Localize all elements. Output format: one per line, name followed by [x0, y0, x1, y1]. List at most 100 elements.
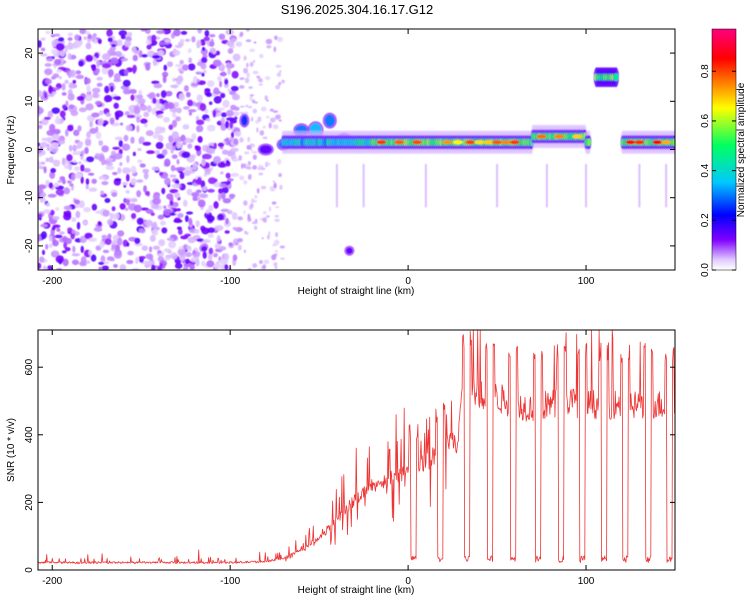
noise-cell — [77, 125, 82, 132]
noise-cell — [200, 62, 207, 70]
noise-cell — [53, 33, 61, 37]
noise-cell — [105, 157, 114, 162]
noise-cell — [113, 263, 118, 268]
x-tick-label: 100 — [578, 576, 595, 587]
noise-cell — [48, 235, 53, 242]
noise-cell — [221, 112, 227, 118]
noise-cell — [155, 103, 164, 110]
noise-cell — [143, 123, 148, 128]
noise-cell — [104, 95, 113, 103]
noise-cell — [65, 100, 69, 107]
colorbar-swatch — [712, 39, 736, 42]
noise-cell — [143, 171, 149, 180]
noise-cell — [74, 166, 80, 172]
noise-cell — [163, 64, 168, 71]
noise-cell — [274, 249, 278, 254]
noise-cell — [259, 172, 263, 176]
noise-cell — [58, 76, 63, 80]
noise-cell — [278, 119, 282, 122]
noise-cell — [53, 182, 60, 188]
noise-cell — [136, 94, 144, 100]
colorbar-swatch — [712, 133, 736, 137]
noise-cell — [111, 206, 116, 212]
noise-cell — [201, 227, 210, 235]
noise-cell — [196, 39, 202, 48]
noise-cell — [47, 193, 57, 198]
colorbar-swatch — [712, 247, 736, 251]
noise-cell — [220, 122, 227, 131]
noise-cell — [275, 206, 280, 209]
noise-cell — [176, 159, 180, 165]
noise-cell — [178, 93, 186, 101]
noise-cell — [220, 171, 224, 175]
colorbar-swatch — [712, 97, 736, 100]
noise-cell — [269, 108, 274, 112]
noise-cell — [199, 103, 207, 112]
colorbar-tick-label: 0.6 — [700, 114, 711, 128]
noise-cell — [175, 116, 180, 122]
colorbar-swatch — [712, 71, 736, 74]
noise-cell — [75, 74, 85, 80]
noise-cell — [123, 40, 132, 48]
noise-cell — [72, 159, 77, 163]
noise-cell — [182, 124, 190, 130]
noise-cell — [252, 263, 258, 268]
noise-cell — [185, 91, 191, 98]
noise-cell — [174, 192, 181, 199]
noise-cell — [226, 159, 230, 164]
noise-cell — [47, 145, 56, 149]
noise-cell — [258, 79, 264, 83]
noise-cell — [95, 131, 102, 140]
noise-cell — [138, 136, 145, 144]
colorbar-swatch — [712, 89, 736, 92]
noise-cell — [96, 68, 100, 74]
noise-cell — [151, 264, 156, 270]
noise-cell — [136, 179, 144, 183]
noise-cell — [40, 141, 48, 148]
colorbar-swatch — [712, 143, 736, 147]
band-core — [572, 134, 583, 139]
noise-cell — [85, 184, 89, 190]
noise-cell — [157, 214, 165, 220]
noise-cell — [142, 168, 150, 174]
noise-cell — [264, 75, 271, 81]
noise-cell — [93, 56, 97, 62]
noise-cell — [142, 141, 152, 146]
colorbar-swatch — [712, 235, 736, 239]
noise-cell — [213, 155, 222, 164]
noise-cell — [207, 253, 213, 261]
noise-cell — [122, 88, 132, 95]
noise-cell — [245, 39, 252, 43]
noise-cell — [140, 207, 150, 211]
noise-cell — [262, 217, 267, 223]
noise-cell — [44, 62, 52, 67]
noise-cell — [163, 208, 172, 216]
noise-cell — [67, 41, 73, 50]
noise-cell — [62, 258, 69, 267]
noise-cell — [133, 204, 142, 213]
noise-cell — [246, 62, 249, 68]
chart-title: S196.2025.304.16.17.G12 — [280, 2, 434, 17]
noise-cell — [45, 243, 49, 250]
noise-cell — [230, 85, 239, 92]
noise-cell — [42, 209, 51, 214]
noise-cell — [98, 140, 104, 146]
signal-blob — [324, 114, 335, 127]
noise-cell — [52, 159, 61, 167]
noise-cell — [168, 240, 177, 249]
noise-cell — [160, 90, 167, 98]
noise-cell — [208, 247, 214, 255]
noise-cell — [75, 70, 82, 75]
noise-cell — [67, 53, 72, 60]
colorbar-swatch — [712, 213, 736, 217]
noise-cell — [137, 159, 143, 164]
noise-cell — [220, 92, 226, 99]
noise-cell — [253, 225, 258, 230]
noise-cell — [231, 111, 240, 117]
noise-cell — [220, 117, 226, 125]
noise-cell — [230, 37, 237, 42]
noise-cell — [121, 181, 129, 186]
colorbar-swatch — [712, 31, 736, 34]
noise-cell — [274, 218, 280, 223]
noise-cell — [41, 197, 47, 203]
